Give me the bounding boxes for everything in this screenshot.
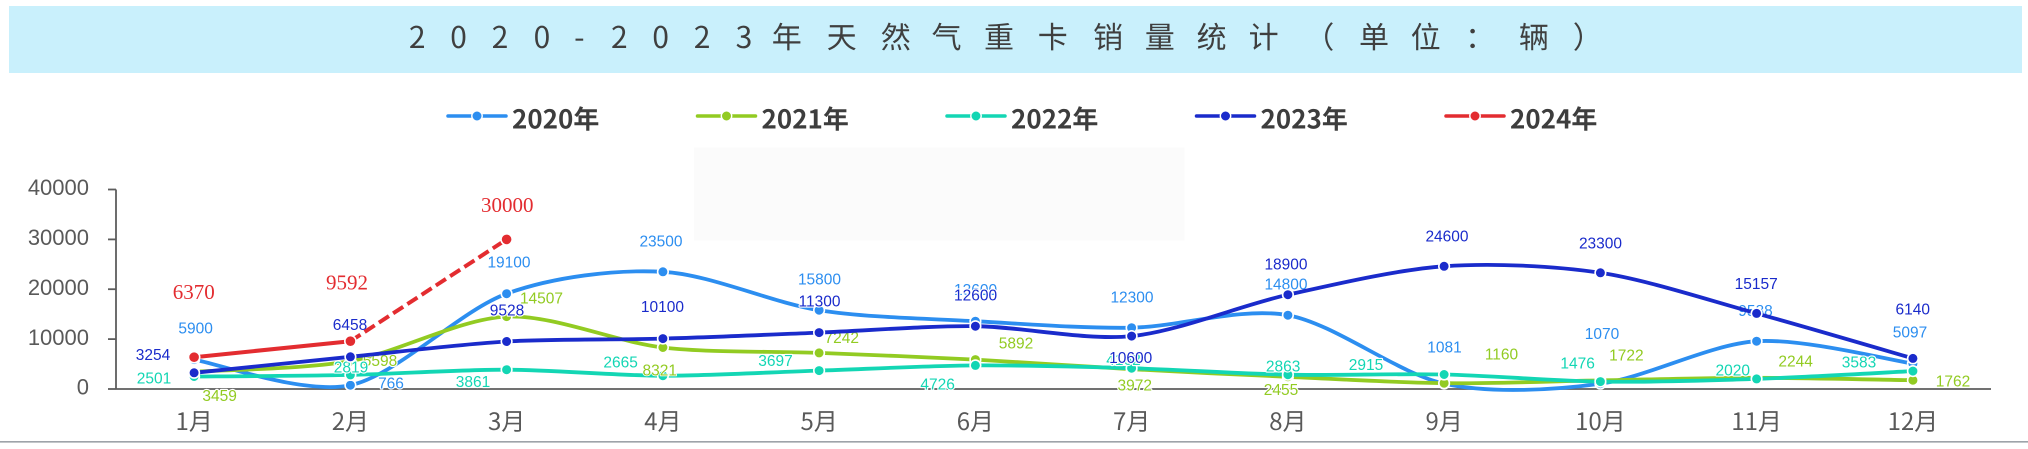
svg-text:7242: 7242 <box>824 330 858 347</box>
svg-text:5097: 5097 <box>1893 325 1927 342</box>
svg-text:9592: 9592 <box>326 270 368 294</box>
svg-text:24600: 24600 <box>1425 229 1468 246</box>
svg-text:1070: 1070 <box>1585 326 1620 343</box>
svg-text:2501: 2501 <box>137 371 171 388</box>
svg-text:3972: 3972 <box>1118 378 1152 395</box>
svg-text:3861: 3861 <box>456 374 490 391</box>
svg-text:766: 766 <box>378 375 404 392</box>
svg-text:14800: 14800 <box>1264 277 1307 294</box>
svg-text:12300: 12300 <box>1110 290 1153 307</box>
svg-text:15157: 15157 <box>1735 276 1778 293</box>
svg-text:3697: 3697 <box>758 353 792 370</box>
svg-text:2863: 2863 <box>1266 359 1300 376</box>
svg-text:12600: 12600 <box>954 288 997 305</box>
svg-text:1722: 1722 <box>1609 348 1643 365</box>
svg-text:23500: 23500 <box>639 234 682 251</box>
svg-text:10100: 10100 <box>641 299 684 316</box>
svg-text:9528: 9528 <box>490 303 524 320</box>
svg-text:1476: 1476 <box>1560 356 1594 373</box>
svg-text:1762: 1762 <box>1936 374 1970 391</box>
svg-text:6458: 6458 <box>333 317 367 334</box>
svg-text:5892: 5892 <box>999 336 1033 353</box>
svg-text:20000: 20000 <box>28 275 89 300</box>
svg-text:2020: 2020 <box>1715 363 1750 380</box>
svg-text:3459: 3459 <box>202 388 236 405</box>
svg-text:15800: 15800 <box>798 272 841 289</box>
svg-text:3583: 3583 <box>1842 355 1876 372</box>
svg-text:11300: 11300 <box>799 294 841 311</box>
svg-text:19100: 19100 <box>487 255 530 272</box>
svg-text:2915: 2915 <box>1349 357 1383 374</box>
svg-text:2244: 2244 <box>1778 353 1813 370</box>
svg-text:10000: 10000 <box>28 325 89 350</box>
svg-text:6140: 6140 <box>1896 302 1931 319</box>
svg-text:23300: 23300 <box>1579 236 1622 253</box>
svg-text:2665: 2665 <box>603 354 637 371</box>
svg-text:13600: 13600 <box>954 282 997 299</box>
svg-text:30000: 30000 <box>28 225 89 250</box>
svg-text:5900: 5900 <box>178 321 213 338</box>
svg-text:4726: 4726 <box>920 377 954 394</box>
svg-text:6370: 6370 <box>173 280 215 304</box>
svg-text:40000: 40000 <box>28 175 89 200</box>
svg-text:1081: 1081 <box>1427 340 1461 357</box>
svg-text:0: 0 <box>77 375 89 400</box>
svg-text:2819: 2819 <box>334 359 368 376</box>
svg-text:4162: 4162 <box>1106 352 1140 369</box>
svg-text:3254: 3254 <box>136 347 171 364</box>
svg-text:5598: 5598 <box>363 353 397 370</box>
svg-text:2455: 2455 <box>1264 382 1298 399</box>
svg-text:18900: 18900 <box>1264 257 1307 274</box>
svg-text:10600: 10600 <box>1109 350 1152 367</box>
svg-text:14507: 14507 <box>520 291 563 308</box>
svg-text:8321: 8321 <box>643 363 677 380</box>
svg-text:1160: 1160 <box>1485 347 1519 364</box>
svg-text:30000: 30000 <box>481 193 534 217</box>
